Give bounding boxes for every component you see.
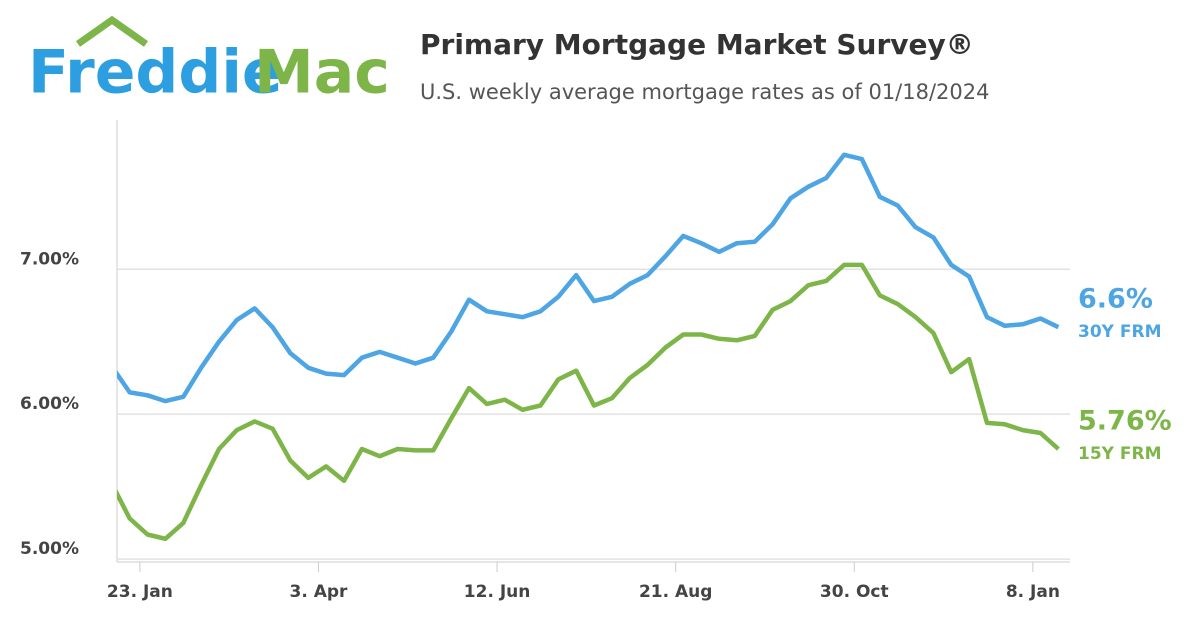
legend-label: 15Y FRM	[1078, 444, 1162, 464]
x-tick-label: 12. Jun	[464, 582, 531, 602]
end-value-label: 5.76%	[1078, 405, 1172, 436]
series-line	[117, 152, 1060, 404]
y-tick-label: 6.00%	[20, 394, 79, 414]
y-tick-label: 5.00%	[20, 539, 79, 559]
x-tick-label: 8. Jan	[1006, 582, 1060, 602]
x-tick-label: 30. Oct	[820, 582, 889, 602]
legend-label: 30Y FRM	[1078, 322, 1162, 342]
series-line	[117, 262, 1060, 542]
x-tick-label: 21. Aug	[639, 582, 712, 602]
x-tick-label: 3. Apr	[290, 582, 349, 602]
chart-subtitle: U.S. weekly average mortgage rates as of…	[420, 80, 990, 104]
logo-mac: Mac	[254, 38, 390, 108]
chart-title: Primary Mortgage Market Survey®	[420, 28, 974, 61]
x-tick-label: 23. Jan	[107, 582, 173, 602]
logo-freddie: Freddie	[28, 38, 283, 108]
end-value-label: 6.6%	[1078, 284, 1153, 315]
y-tick-label: 7.00%	[20, 249, 79, 269]
logo-roof	[75, 15, 149, 47]
